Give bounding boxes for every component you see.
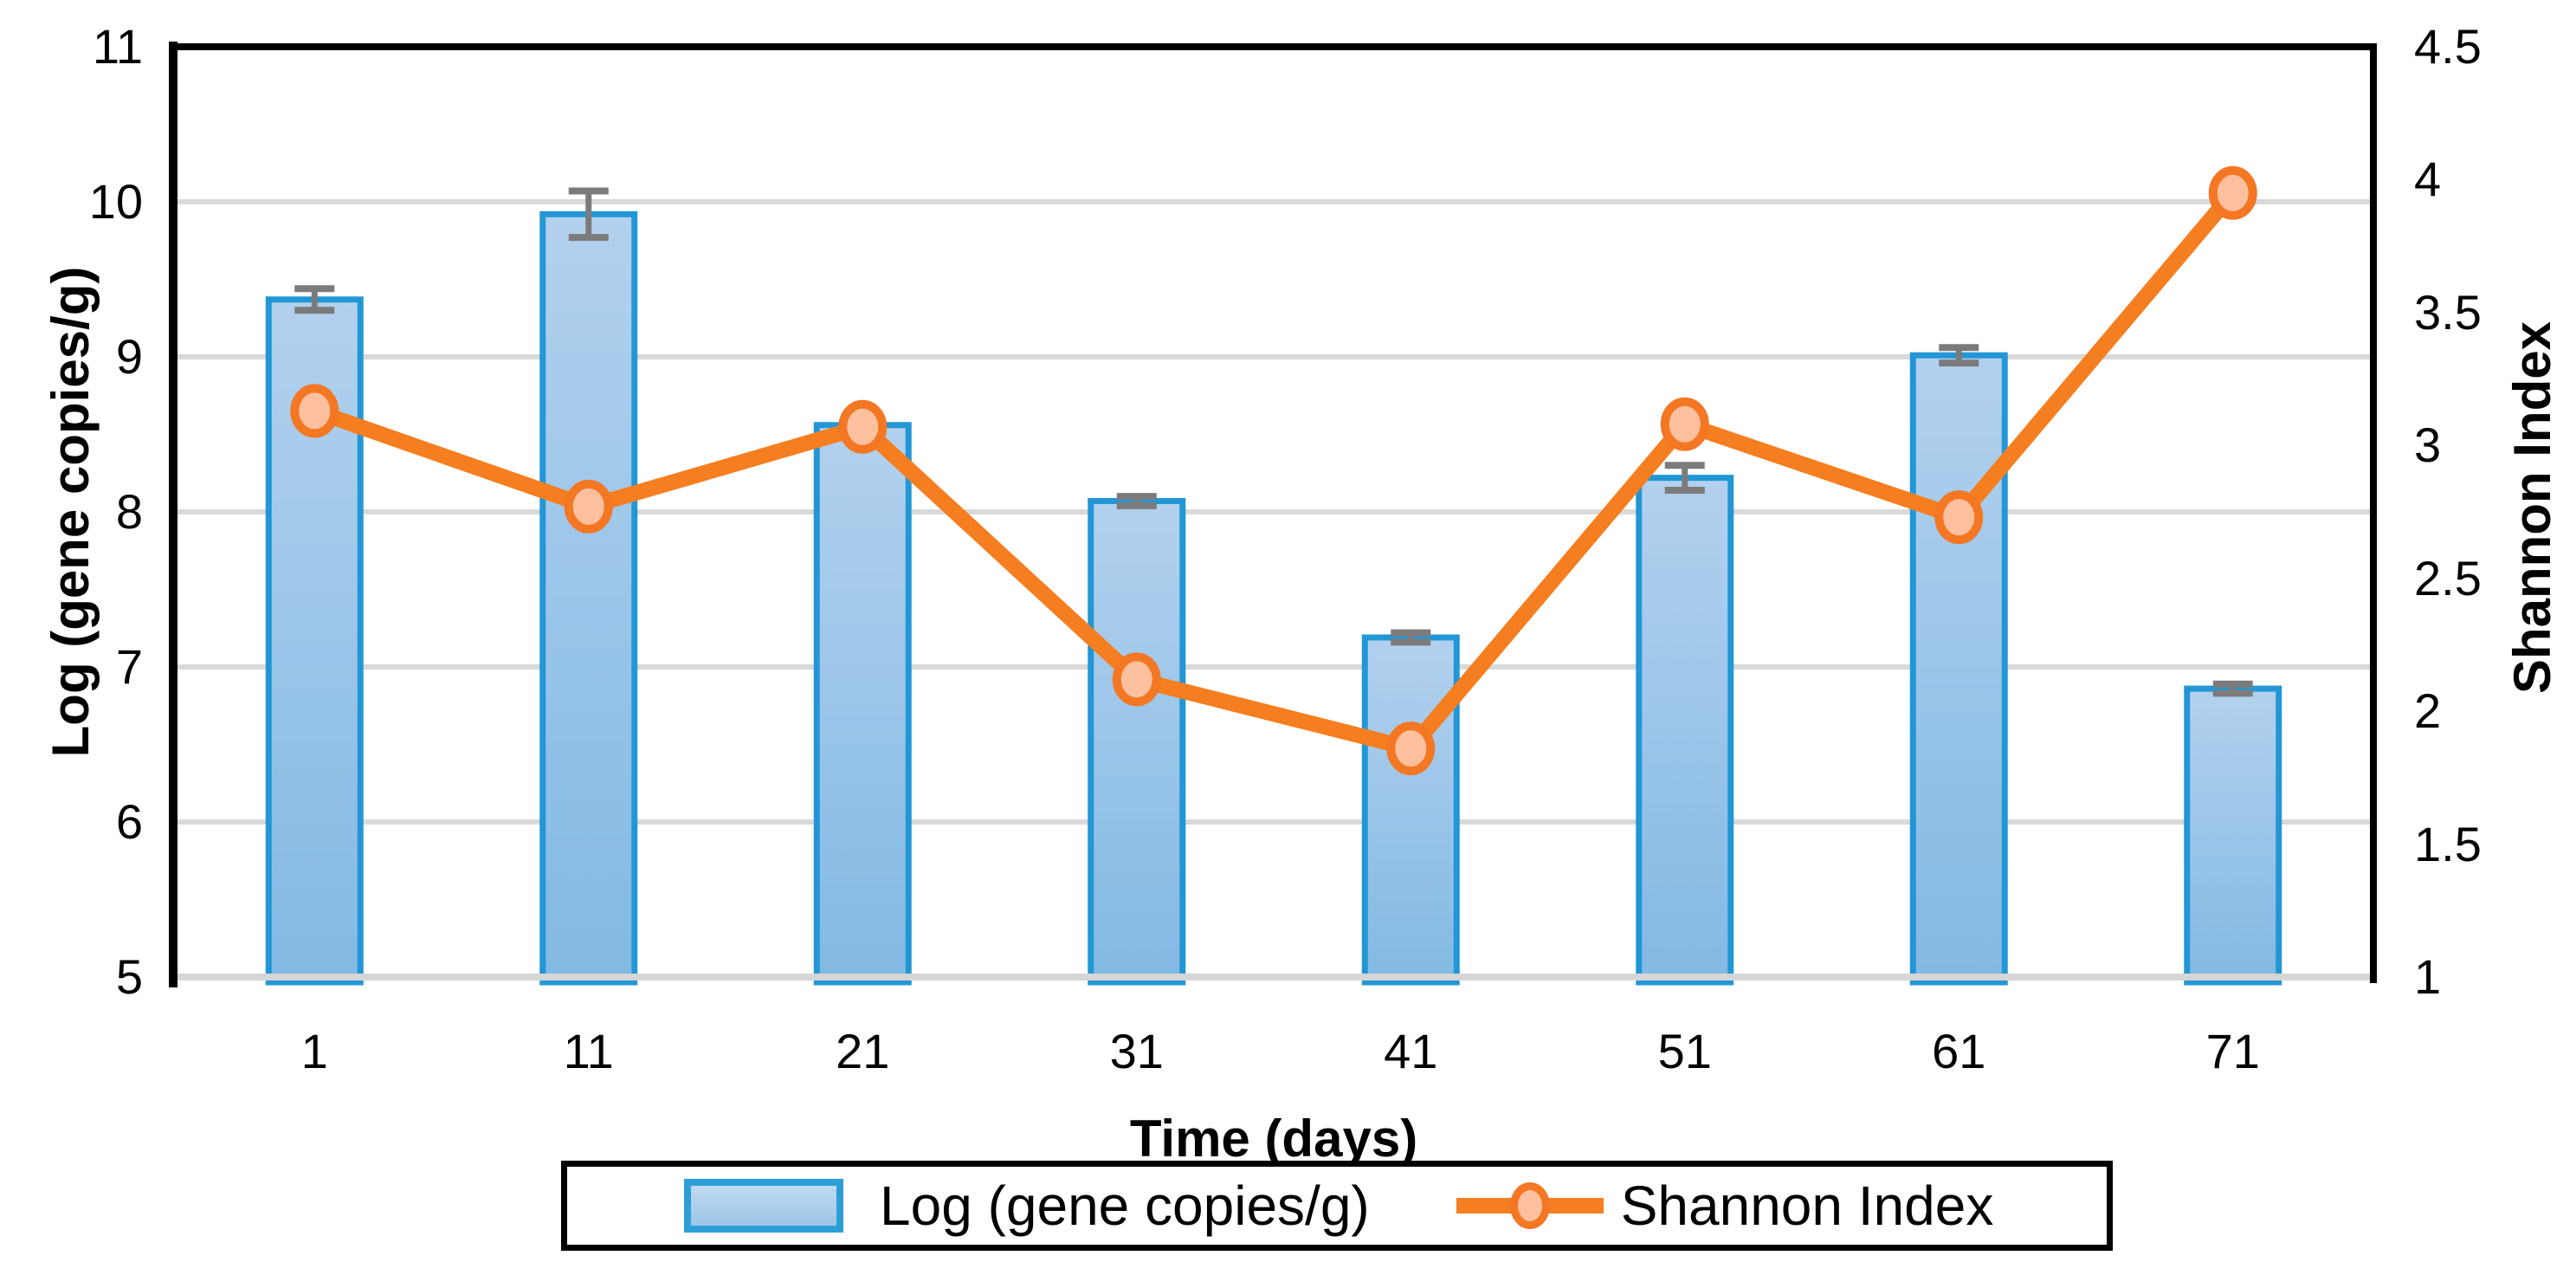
line-series [290, 165, 2257, 776]
legend-circle-marker-icon [1509, 1182, 1550, 1229]
shannon-marker [1660, 397, 1709, 451]
plot-top-border [169, 43, 2377, 50]
x-tick-label: 51 [1657, 1024, 1712, 1078]
y-left-axis-line [169, 42, 178, 987]
x-tick-label: 1 [300, 1024, 328, 1078]
shannon-marker [1112, 652, 1161, 707]
bar [2184, 685, 2282, 986]
x-tick-label: 31 [1109, 1024, 1164, 1078]
y-left-tick-label: 9 [115, 329, 143, 384]
error-bars [294, 187, 2253, 697]
bar [539, 210, 638, 986]
y-left-axis-title: Log (gene copies/g) [42, 266, 100, 758]
x-tick-label: 11 [563, 1024, 614, 1078]
legend: Log (gene copies/g) Shannon Index [561, 1161, 2113, 1251]
x-tick-label: 61 [1932, 1024, 1986, 1078]
y-right-tick-label: 2.5 [2414, 550, 2482, 605]
y-right-tick-label: 4 [2414, 152, 2442, 207]
x-tick-label: 41 [1384, 1024, 1438, 1078]
gridlines [178, 199, 2370, 825]
y-right-axis-line [2370, 43, 2377, 983]
x-axis-title: Time (days) [1129, 1110, 1418, 1168]
legend-bar-label: Log (gene copies/g) [880, 1175, 1370, 1237]
shannon-marker [564, 479, 613, 534]
bar [1088, 497, 1186, 986]
bar-series [265, 210, 2282, 986]
y-right-tick-label: 1 [2414, 949, 2442, 1004]
shannon-marker [2208, 165, 2257, 220]
bar [1636, 475, 1734, 986]
y-left-tick-label: 10 [88, 174, 143, 229]
shannon-marker [290, 384, 339, 438]
shannon-line [307, 184, 2241, 757]
x-tick-label: 71 [2205, 1024, 2260, 1078]
y-right-tick-label: 4.5 [2414, 19, 2482, 74]
y-left-tick-label: 8 [115, 484, 143, 539]
x-axis-line [169, 974, 2377, 981]
y-left-tick-label: 11 [92, 19, 143, 74]
legend-bar-swatch-icon [684, 1179, 843, 1233]
bar [1361, 634, 1460, 986]
bar [1909, 352, 2008, 986]
y-right-tick-label: 3 [2414, 417, 2442, 473]
bar [813, 422, 912, 986]
y-left-tick-label: 7 [115, 639, 143, 694]
legend-line-label: Shannon Index [1620, 1175, 1994, 1237]
y-left-tick-label: 5 [115, 949, 143, 1004]
shannon-marker [838, 399, 888, 454]
axes [169, 42, 2377, 987]
x-tick-label: 21 [836, 1024, 890, 1078]
y-right-tick-label: 1.5 [2414, 816, 2482, 871]
y-left-tick-label: 6 [115, 794, 143, 849]
shannon-marker [1934, 490, 1984, 545]
y-right-tick-label: 3.5 [2414, 284, 2482, 340]
legend-line-marker-icon [1456, 1182, 1604, 1229]
y-right-axis-title: Shannon Index [2503, 320, 2561, 695]
y-right-tick-label: 2 [2414, 683, 2442, 739]
shannon-marker [1386, 722, 1436, 776]
